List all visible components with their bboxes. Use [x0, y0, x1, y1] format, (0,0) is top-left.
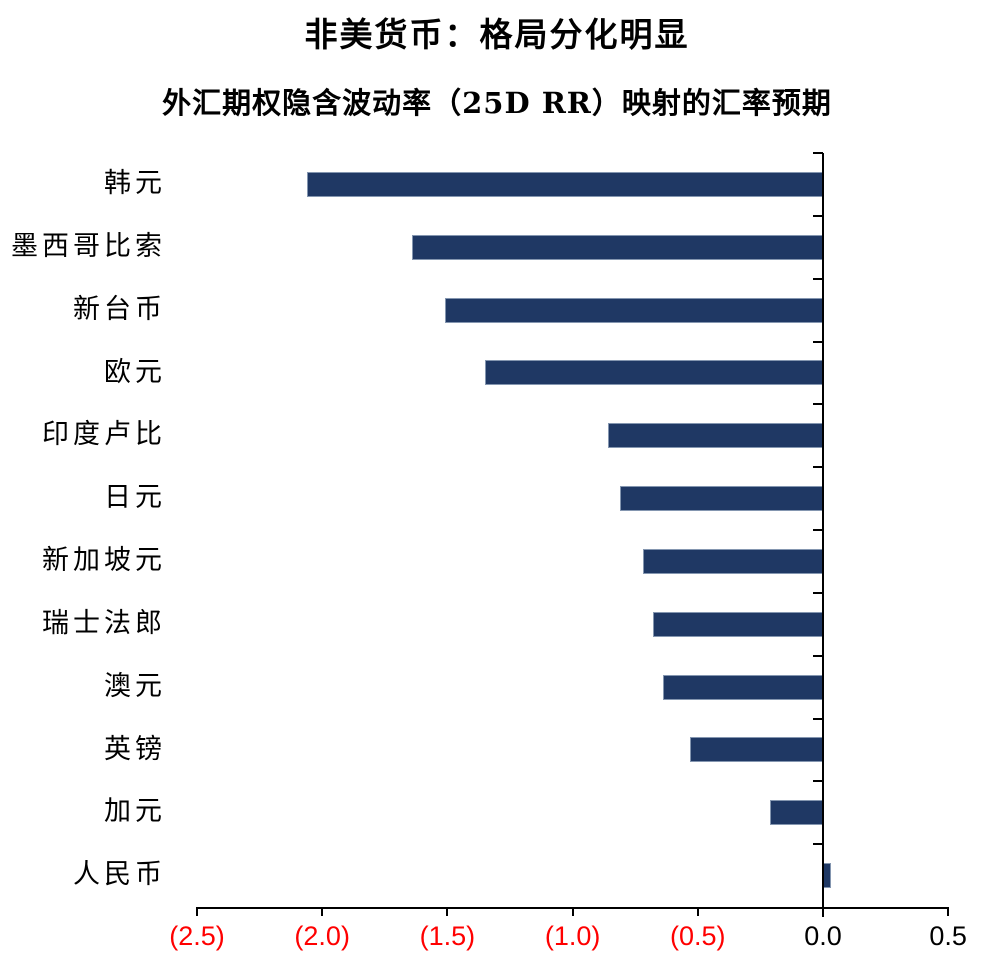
bar: [484, 360, 823, 386]
x-axis-tick: [446, 907, 449, 916]
x-axis-tick: [947, 907, 950, 916]
x-axis-tick: [822, 907, 824, 916]
category-label: 澳元: [104, 670, 166, 702]
x-tick-label: (0.5): [670, 921, 726, 951]
bar: [412, 234, 823, 260]
bar: [444, 297, 823, 323]
x-tick-label: (1.5): [419, 921, 476, 951]
category-axis-tick: [813, 717, 823, 720]
bar: [607, 423, 823, 449]
x-axis-tick: [696, 907, 699, 916]
x-tick-label: (2.0): [294, 921, 350, 951]
category-axis-tick: [813, 403, 823, 406]
category-axis-tick: [813, 340, 823, 343]
x-tick-label: (1.0): [544, 921, 601, 951]
category-axis-tick: [813, 466, 823, 469]
category-axis-tick: [813, 654, 823, 657]
category-label: 欧元: [104, 356, 166, 388]
category-label: 新台币: [73, 293, 166, 325]
category-label: 印度卢比: [42, 419, 166, 451]
x-axis-tick: [571, 907, 574, 916]
category-label: 英镑: [104, 733, 166, 765]
category-label: 新加坡元: [42, 545, 166, 576]
bar: [620, 486, 823, 512]
category-axis-tick: [813, 152, 823, 154]
category-label: 瑞士法郎: [42, 607, 166, 639]
chart-subtitle: 外汇期权隐含波动率（25D RR）映射的汇率预期: [162, 86, 832, 120]
bar: [662, 674, 823, 700]
x-axis-tick: [321, 907, 324, 916]
x-tick-label: 0.5: [929, 921, 967, 951]
chart-title: 非美货币：格局分化明显: [304, 15, 690, 54]
bar: [652, 611, 823, 637]
bar: [770, 800, 823, 826]
category-label: 墨西哥比索: [11, 230, 166, 262]
zero-reference-line: [822, 153, 824, 917]
bar: [642, 548, 823, 574]
category-label: 加元: [104, 796, 166, 828]
category-axis-tick: [813, 214, 823, 217]
bar: [307, 171, 823, 197]
category-axis-tick: [813, 843, 823, 846]
bar: [690, 737, 823, 763]
category-axis-tick: [813, 591, 823, 594]
x-axis-tick: [196, 907, 198, 916]
category-axis-tick: [813, 529, 823, 531]
category-axis-tick: [813, 277, 823, 280]
category-label: 韩元: [104, 168, 166, 199]
x-tick-label: 0.0: [804, 921, 842, 951]
bar: [823, 863, 831, 889]
category-axis-tick: [813, 780, 823, 783]
x-tick-label: (2.5): [169, 921, 225, 951]
category-label: 人民币: [73, 859, 166, 891]
category-label: 日元: [104, 482, 166, 514]
